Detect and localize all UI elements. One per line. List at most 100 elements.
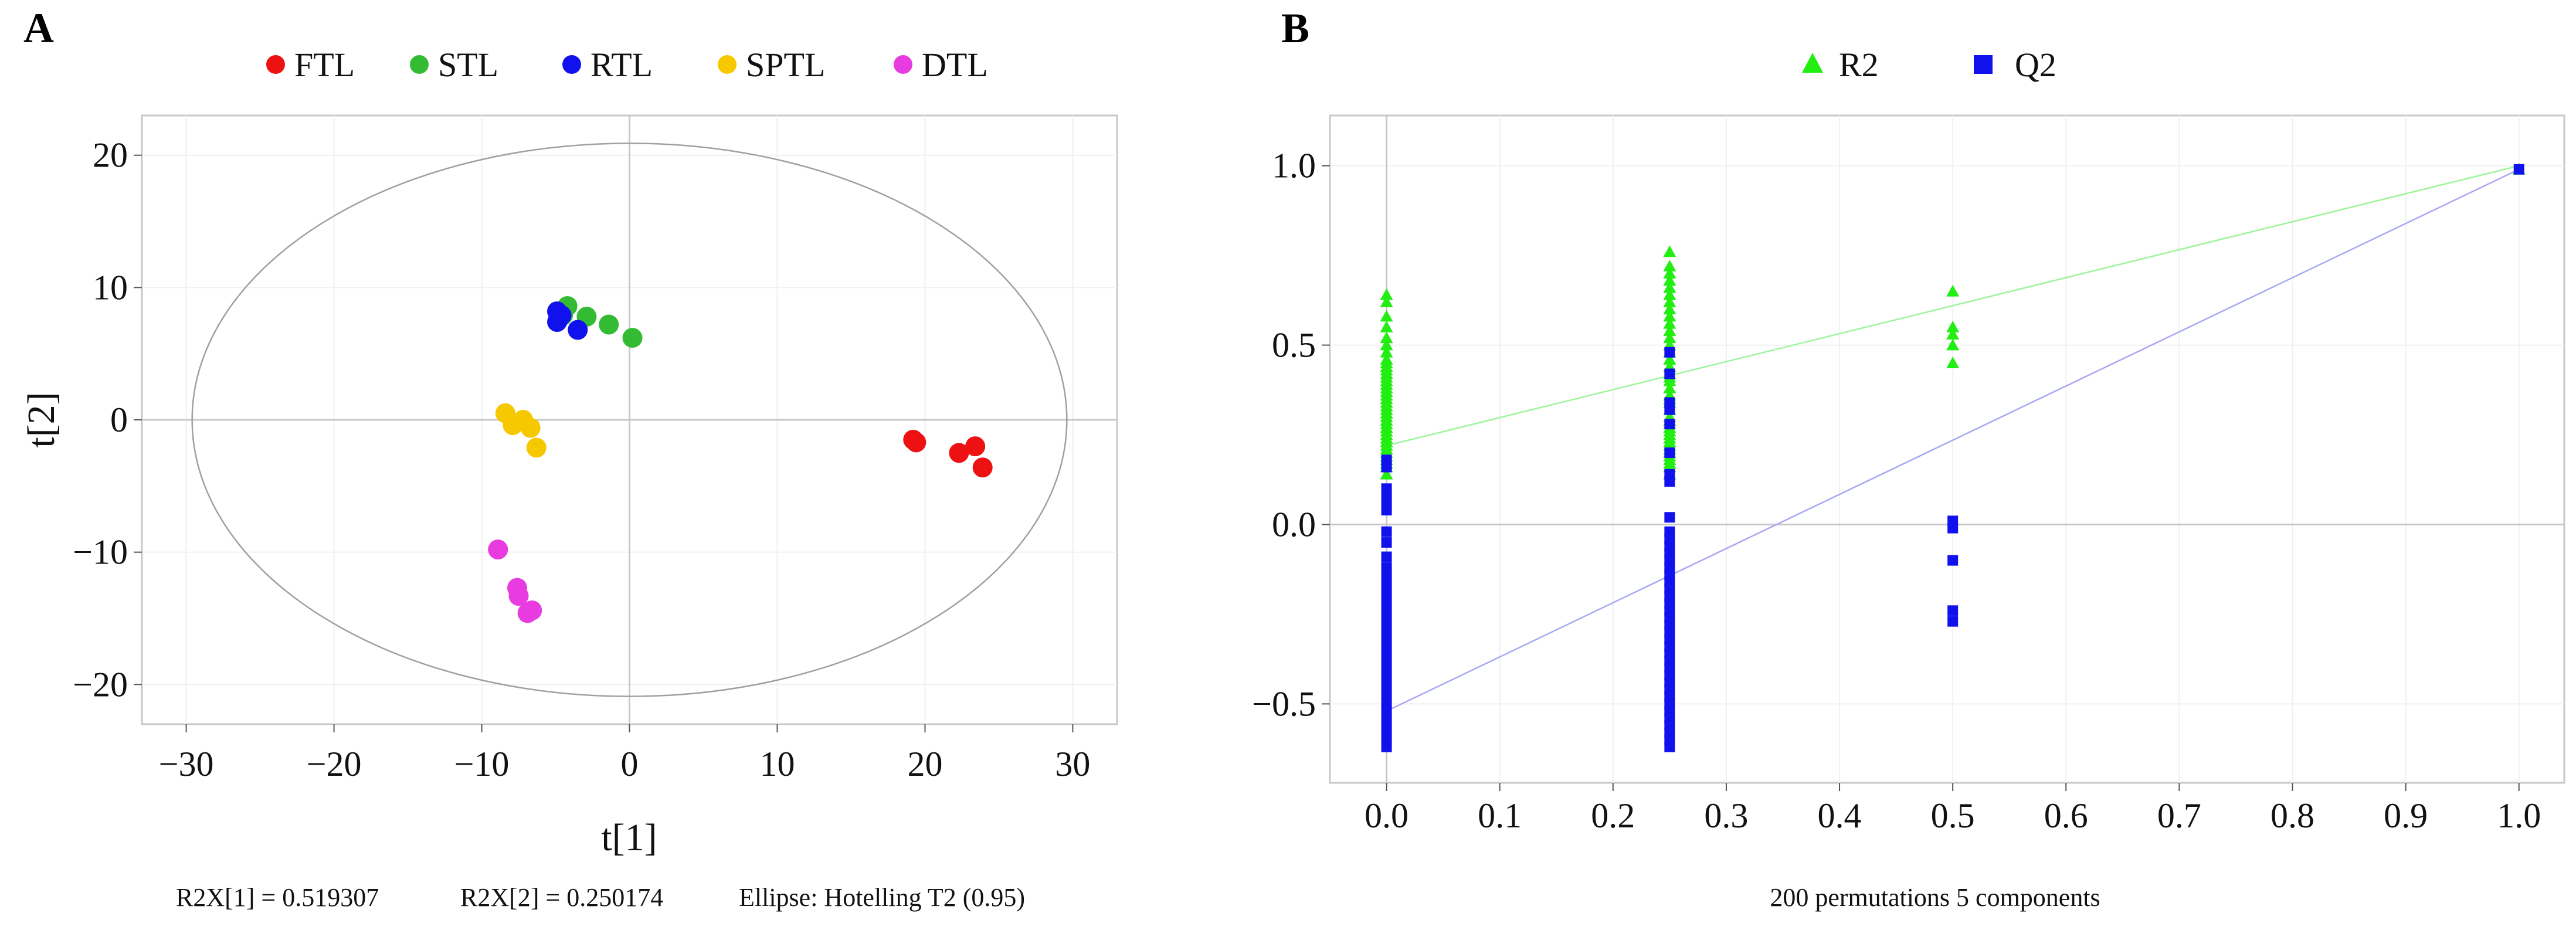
panel-a-axes: −30 −20 −10 0 10 20 30 20 10 0 −10 −20: [73, 136, 1090, 783]
panel-a-legend-marker-stl: [410, 55, 429, 74]
panel-b-point-r2: [1663, 259, 1676, 271]
panel-a-x-tick-label: 30: [1055, 745, 1090, 783]
panel-b-point-q2: [1947, 555, 1959, 566]
panel-a-legend-label: DTL: [922, 46, 988, 84]
panel-b-point-r2: [1663, 303, 1676, 315]
panel-b-y-tick-label: 1.0: [1272, 147, 1316, 185]
panel-b-point-r2: [1663, 353, 1676, 365]
panel-b-point-q2: [1664, 368, 1675, 379]
panel-a-legend-label: FTL: [294, 46, 355, 84]
panel-b-letter: B: [1281, 5, 1309, 52]
panel-a-x-tick-label: 0: [621, 745, 639, 783]
panel-b-point-q2: [1381, 461, 1392, 473]
panel-b-y-tick-label: 0.0: [1272, 505, 1316, 544]
panel-b-point-r2: [1380, 331, 1393, 344]
panel-a-y-tick-label: −20: [73, 665, 128, 704]
panel-b-x-tick-label: 0.3: [1704, 796, 1748, 835]
panel-b-plot-frame: [1329, 114, 2565, 784]
panel-b-point-r2: [1663, 267, 1676, 279]
panel-a-legend-label: RTL: [590, 46, 653, 84]
panel-b: B R2 Q2 0.0 0.1 0.2 0.3 0.4 0.5 0.6 0.7 0.8 0.9 1.0…: [1252, 5, 2565, 912]
panel-b-x-tick-label: 0.6: [2044, 796, 2088, 835]
panel-b-point-q2: [1947, 616, 1959, 627]
panel-a-point-ftl: [965, 436, 986, 457]
panel-b-point-q2: [1381, 741, 1392, 752]
panel-b-y-tick-label: 0.5: [1272, 326, 1316, 365]
panel-b-point-r2: [1380, 320, 1393, 332]
panel-a-point-ftl: [906, 432, 926, 453]
panel-b-x-tick-label: 0.9: [2384, 796, 2428, 835]
panel-a-footer-r2x2: R2X[2] = 0.250174: [460, 883, 663, 912]
panel-a-x-tick-label: 10: [759, 745, 795, 783]
panel-b-legend-label: R2: [1839, 46, 1879, 84]
panel-b-point-q2: [1664, 404, 1675, 415]
panel-b-x-tick-label: 0.1: [1478, 796, 1522, 835]
panel-a-point-ftl: [972, 457, 993, 478]
panel-a-legend-marker-sptl: [718, 55, 737, 74]
panel-a-letter: A: [23, 5, 54, 52]
panel-a-point-rtl: [547, 312, 568, 332]
panel-a-y-axis-title: t[2]: [20, 392, 63, 447]
panel-b-point-r2: [1663, 374, 1676, 386]
panel-a-x-tick-label: 20: [907, 745, 942, 783]
panel-b-point-r2: [1946, 284, 1960, 297]
panel-a-footer-r2x1: R2X[1] = 0.519307: [176, 883, 379, 912]
panel-a-x-tick-label: −30: [159, 745, 214, 783]
panel-b-point-r2: [1663, 317, 1676, 329]
panel-a-y-tick-label: −10: [73, 533, 128, 572]
panel-b-legend-label: Q2: [2015, 46, 2056, 84]
panel-a-point-ftl: [949, 443, 969, 463]
panel-a-point-rtl: [568, 320, 588, 340]
panel-a-legend-label: SPTL: [746, 46, 825, 84]
panel-b-point-r2: [1380, 467, 1393, 480]
panel-b-x-tick-label: 0.4: [1818, 796, 1862, 835]
panel-b-point-r2: [1663, 274, 1676, 286]
panel-b-point-q2: [2513, 164, 2524, 175]
panel-a-point-stl: [599, 314, 619, 335]
panel-a-legend-marker-rtl: [562, 55, 581, 74]
panel-a-x-tick-label: −10: [454, 745, 510, 783]
panel-b-point-q2: [1947, 605, 1959, 616]
panel-a-legend-marker-dtl: [894, 55, 912, 74]
panel-a-point-sptl: [520, 418, 541, 438]
panel-b-legend-marker-q2: [1974, 55, 1993, 74]
panel-a-y-tick-label: 10: [93, 268, 128, 307]
panel-b-x-tick-label: 0.0: [1365, 796, 1409, 835]
panel-b-point-r2: [1946, 328, 1960, 340]
panel-a-marks: [488, 296, 993, 623]
panel-b-grid: [1330, 116, 2564, 783]
panel-a-legend: FTL STL RTL SPTL DTL: [266, 46, 988, 84]
panel-a-footer-ellipse: Ellipse: Hotelling T2 (0.95): [739, 883, 1025, 912]
panel-b-x-axis-title: 200 permutations 5 components: [1770, 883, 2100, 912]
panel-a-x-tick-label: −20: [307, 745, 362, 783]
panel-b-x-tick-label: 0.5: [1931, 796, 1975, 835]
panel-b-legend: R2 Q2: [1802, 46, 2056, 84]
panel-b-point-q2: [1381, 551, 1392, 562]
panel-a-x-axis-title: t[1]: [601, 816, 657, 859]
panel-b-point-r2: [1946, 357, 1960, 368]
panel-a-hotelling-ellipse: [191, 142, 1068, 697]
panel-b-point-r2: [1663, 324, 1676, 336]
panel-b-point-r2: [1380, 345, 1393, 358]
panel-a-legend-label: STL: [438, 46, 498, 84]
panel-b-point-q2: [1664, 347, 1675, 358]
panel-a-legend-marker-ftl: [266, 55, 285, 74]
panel-b-x-tick-label: 0.7: [2157, 796, 2201, 835]
panel-b-point-r2: [1380, 310, 1393, 322]
panel-b-point-q2: [1664, 419, 1675, 430]
panel-b-point-r2: [1946, 338, 1960, 351]
panel-a: A FTL STL RTL SPTL DTL −30 −20 −10 0 10 20 30 20 10 0…: [20, 5, 1118, 912]
panel-b-point-r2: [1663, 288, 1676, 300]
panel-b-point-r2: [1380, 338, 1393, 351]
panel-b-x-tick-label: 1.0: [2497, 796, 2541, 835]
panel-b-point-q2: [1664, 512, 1675, 523]
panel-b-regression-line-q2: [1386, 168, 2520, 712]
panel-a-y-tick-label: 20: [93, 136, 128, 175]
panel-b-point-r2: [1663, 381, 1676, 393]
panel-b-regression-line-r2: [1386, 165, 2520, 447]
panel-b-y-tick-label: −0.5: [1252, 684, 1316, 723]
panel-b-point-r2: [1380, 288, 1393, 300]
panel-b-point-q2: [1664, 476, 1675, 487]
panel-b-point-r2: [1663, 245, 1676, 257]
